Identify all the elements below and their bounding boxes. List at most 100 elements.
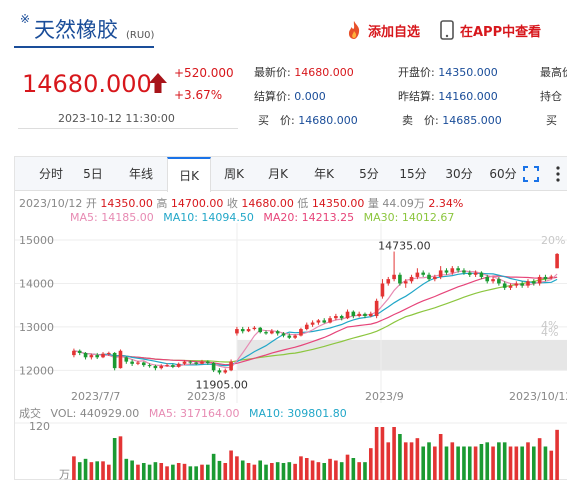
volume-bar bbox=[485, 442, 490, 480]
volume-bar bbox=[205, 464, 210, 480]
tab-5min[interactable]: 5分 bbox=[359, 167, 379, 181]
volume-bar bbox=[136, 464, 140, 480]
volume-bar bbox=[217, 460, 222, 480]
volume-bar bbox=[171, 464, 175, 480]
x-tick-label: 2023/9 bbox=[365, 390, 404, 403]
field-label: 最高价 bbox=[540, 66, 567, 79]
tab-intraday[interactable]: 分时 bbox=[38, 167, 63, 181]
volume-bar bbox=[200, 464, 204, 480]
volume-bar bbox=[89, 462, 94, 480]
tab-weekly-k[interactable]: 周K bbox=[224, 167, 244, 181]
volume-bar bbox=[351, 458, 356, 480]
candle bbox=[520, 283, 524, 286]
candle bbox=[462, 270, 466, 273]
open-in-app-button[interactable]: 在APP中查看 bbox=[440, 20, 541, 40]
volume-bar bbox=[188, 466, 193, 480]
candle bbox=[415, 272, 420, 277]
volume-bar bbox=[473, 446, 478, 480]
volume-title: 成交 bbox=[19, 407, 41, 420]
volume-bar bbox=[502, 442, 507, 480]
candle bbox=[217, 370, 222, 373]
candle bbox=[368, 313, 373, 317]
candle bbox=[537, 276, 542, 284]
high-annotation: 14735.00 bbox=[378, 240, 431, 253]
chart-panel: 分时 5日 年线 日K 周K 月K 年K 5分 15分 30分 60分 2023… bbox=[14, 156, 567, 480]
quote-time: 2023-10-12 11:30:00 bbox=[58, 112, 175, 125]
volume-bar bbox=[497, 442, 501, 480]
candle bbox=[467, 272, 472, 275]
tab-5day[interactable]: 5日 bbox=[83, 167, 103, 181]
volume-bar bbox=[112, 438, 117, 480]
candle bbox=[316, 320, 321, 323]
volume-bar bbox=[380, 427, 385, 480]
candle bbox=[526, 281, 530, 286]
volume-bar bbox=[83, 458, 88, 480]
candle bbox=[194, 362, 198, 364]
tab-monthly-k[interactable]: 月K bbox=[268, 167, 288, 181]
volume-bar bbox=[438, 434, 443, 480]
volume-value: VOL: 440929.00 bbox=[50, 407, 140, 420]
field-label: 开盘价: bbox=[398, 66, 435, 79]
volume-bar bbox=[304, 458, 309, 480]
tab-daily-k[interactable]: 日K bbox=[167, 157, 211, 192]
add-favorite-button[interactable]: 添加自选 bbox=[344, 20, 420, 40]
ma5-line bbox=[73, 270, 558, 369]
header: ※ 天然橡胶 (RU0) 添加自选 在APP中查看 bbox=[0, 0, 567, 50]
volume-bar bbox=[462, 446, 466, 480]
phone-icon bbox=[440, 20, 454, 40]
volume-bar bbox=[275, 462, 280, 480]
candle bbox=[200, 361, 204, 364]
more-options-icon[interactable] bbox=[551, 165, 565, 183]
candle bbox=[433, 276, 437, 280]
volume-bar bbox=[316, 462, 321, 480]
tab-60min[interactable]: 60分 bbox=[489, 167, 517, 181]
candle bbox=[514, 283, 519, 286]
volume-bar bbox=[293, 463, 297, 480]
open-in-app-label: 在APP中查看 bbox=[460, 24, 542, 40]
tab-30min[interactable]: 30分 bbox=[445, 167, 473, 181]
tab-15min[interactable]: 15分 bbox=[399, 167, 427, 181]
y-tick-label: 15000 bbox=[19, 234, 54, 247]
volume-bar bbox=[450, 442, 455, 480]
ohlc-low: 14350.00 bbox=[311, 197, 365, 210]
candle bbox=[549, 276, 554, 278]
candle bbox=[147, 365, 152, 367]
field-label: 结算价: bbox=[254, 90, 291, 103]
candle bbox=[322, 320, 327, 323]
volume-bar bbox=[433, 446, 437, 480]
candle bbox=[310, 322, 315, 325]
volume-bar bbox=[508, 446, 513, 480]
volume-bar bbox=[72, 456, 76, 480]
volume-ma10: MA10: 309801.80 bbox=[249, 407, 347, 420]
last-price: 14680.000 bbox=[22, 70, 152, 98]
candle bbox=[380, 283, 385, 297]
x-tick-label: 2023/7/7 bbox=[71, 390, 120, 403]
volume-bar bbox=[153, 462, 158, 480]
volume-bar bbox=[520, 446, 524, 480]
candle bbox=[83, 352, 88, 358]
candle bbox=[112, 352, 117, 369]
ma20-label: MA20: 14213.25 bbox=[263, 211, 355, 224]
volume-chart: 120 万 bbox=[15, 420, 567, 480]
field-label: 买 价: bbox=[258, 114, 295, 127]
volume-bar bbox=[299, 456, 303, 480]
fullscreen-icon[interactable] bbox=[523, 166, 539, 182]
candle bbox=[508, 285, 513, 288]
fire-icon bbox=[348, 21, 360, 39]
field-label: 昨结算: bbox=[398, 90, 435, 103]
tab-yearly-k[interactable]: 年K bbox=[314, 167, 334, 181]
tab-year-line[interactable]: 年线 bbox=[128, 167, 153, 181]
volume-bar bbox=[479, 444, 484, 480]
candle bbox=[497, 279, 501, 284]
volume-bar bbox=[427, 442, 431, 480]
up-arrow-icon bbox=[149, 73, 167, 93]
candle bbox=[188, 361, 193, 363]
x-tick-label: 2023/10/12 bbox=[509, 390, 567, 403]
volume-bar bbox=[246, 463, 251, 480]
volume-bar bbox=[270, 463, 274, 480]
candle bbox=[473, 272, 478, 275]
field-open: 开盘价: 14350.000 bbox=[398, 64, 498, 80]
page-title: 天然橡胶 bbox=[34, 18, 118, 42]
candle bbox=[345, 311, 350, 319]
candle bbox=[118, 350, 123, 369]
